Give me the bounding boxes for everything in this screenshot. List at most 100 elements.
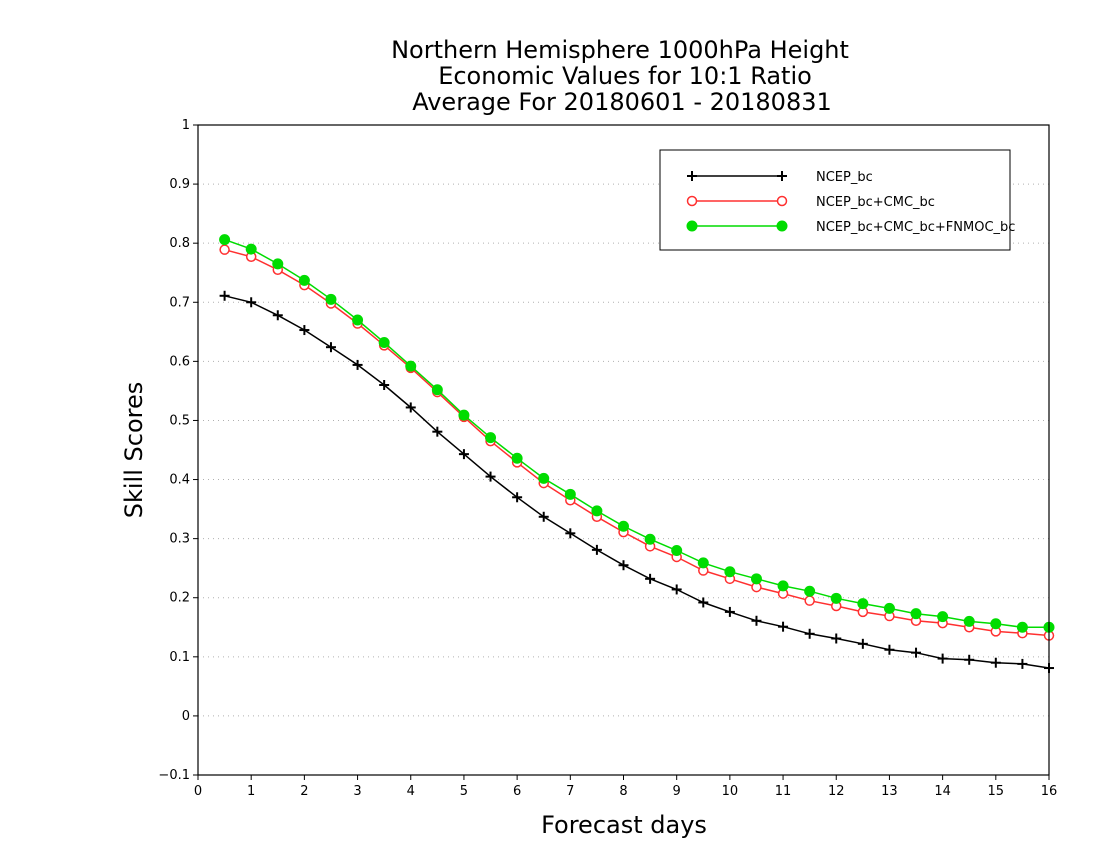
data-point: [671, 584, 682, 595]
data-point: [272, 310, 283, 321]
data-point: [857, 598, 869, 610]
data-point: [352, 314, 364, 326]
data-point: [405, 360, 417, 372]
data-point: [299, 325, 310, 336]
data-point: [219, 290, 230, 301]
y-tick-label: 0.3: [169, 532, 190, 547]
data-point: [352, 359, 363, 370]
y-tick-label: 0.6: [169, 354, 190, 369]
legend-item: NCEP_bc+CMC_bc+FNMOC_bc: [686, 220, 1015, 235]
data-point: [804, 595, 815, 606]
x-tick-label: 15: [988, 784, 1005, 799]
x-tick-label: 16: [1041, 784, 1058, 799]
data-point: [698, 597, 709, 608]
y-tick-label: −0.1: [158, 768, 190, 783]
data-point: [831, 633, 842, 644]
x-tick-label: 9: [673, 784, 681, 799]
data-point: [298, 274, 310, 286]
data-point: [778, 621, 789, 632]
series-2: [219, 244, 1055, 641]
x-tick-label: 13: [881, 784, 898, 799]
x-tick-label: 1: [247, 784, 255, 799]
data-point: [219, 244, 230, 255]
x-tick-label: 3: [353, 784, 361, 799]
y-tick-label: 0.7: [169, 295, 190, 310]
series-layer: [219, 234, 1055, 674]
data-point: [937, 653, 948, 664]
y-tick-label: 0: [182, 709, 190, 724]
x-axis-title: Forecast days: [541, 811, 707, 839]
data-point: [910, 608, 922, 620]
data-point: [777, 580, 789, 592]
plot-frame: [197, 124, 1050, 776]
y-axis-title: Skill Scores: [120, 382, 148, 519]
data-point: [564, 488, 576, 500]
y-tick-label: 0.9: [169, 177, 190, 192]
legend-swatch-marker: [777, 171, 787, 181]
legend-label: NCEP_bc+CMC_bc+FNMOC_bc: [816, 220, 1015, 235]
series-line: [224, 248, 1050, 637]
data-point: [245, 243, 257, 255]
axis-ticks: −0.100.10.20.30.40.50.60.70.80.910 1 2 3 4 5 6…: [158, 118, 1057, 799]
data-point: [644, 533, 656, 545]
chart-title-line-2: Economic Values for 10:1 Ratio: [438, 62, 812, 90]
data-point: [804, 585, 816, 597]
series-1: [219, 290, 1054, 674]
data-point: [751, 615, 762, 626]
x-tick-label: 4: [407, 784, 415, 799]
data-point: [911, 647, 922, 658]
data-point: [485, 432, 497, 444]
data-point: [1017, 658, 1028, 669]
legend-swatch-marker: [686, 195, 698, 207]
x-tick-label: 5: [460, 784, 468, 799]
data-point: [724, 566, 736, 578]
data-point: [246, 297, 257, 308]
data-point: [432, 426, 443, 437]
x-tick-label: 11: [775, 784, 792, 799]
legend-box: [659, 149, 1011, 251]
data-point: [645, 573, 656, 584]
legend-swatch-marker: [776, 195, 788, 207]
y-tick-label: 0.4: [169, 473, 190, 488]
data-point: [405, 402, 416, 413]
x-tick-label: 14: [934, 784, 951, 799]
y-tick-label: 0.2: [169, 591, 190, 606]
chart-title-line-3: Average For 20180601 - 20180831: [412, 88, 832, 116]
grid-lines: [198, 183, 1049, 717]
data-point: [325, 342, 336, 353]
y-tick-label: 1: [182, 118, 190, 133]
legend: NCEP_bc NCEP_bc+CMC_bc NCEP_bc+CMC_bc+FNMO…: [659, 149, 1015, 251]
data-point: [884, 644, 895, 655]
data-point: [511, 452, 523, 464]
x-tick-label: 0: [194, 784, 202, 799]
data-point: [565, 528, 576, 539]
data-point: [272, 258, 284, 270]
legend-label: NCEP_bc+CMC_bc: [816, 195, 935, 210]
x-tick-label: 6: [513, 784, 521, 799]
data-point: [963, 615, 975, 627]
data-point: [990, 618, 1002, 630]
data-point: [671, 544, 683, 556]
data-point: [937, 611, 949, 623]
data-point: [883, 602, 895, 614]
x-tick-label: 7: [566, 784, 574, 799]
legend-swatch-marker: [776, 220, 788, 232]
legend-swatch-marker: [687, 171, 697, 181]
legend-swatch-marker: [686, 220, 698, 232]
data-point: [378, 336, 390, 348]
chart-title-line-1: Northern Hemisphere 1000hPa Height: [391, 36, 849, 64]
y-tick-label: 0.1: [169, 650, 190, 665]
data-point: [618, 520, 629, 532]
legend-label: NCEP_bc: [816, 170, 873, 185]
data-point: [697, 557, 709, 569]
data-point: [990, 657, 1001, 668]
x-tick-label: 12: [828, 784, 845, 799]
data-point: [857, 638, 868, 649]
data-point: [538, 472, 550, 484]
series-line: [224, 295, 1050, 669]
data-point: [458, 409, 470, 421]
data-point: [591, 544, 602, 555]
y-tick-label: 0.5: [169, 413, 190, 428]
x-tick-label: 2: [300, 784, 308, 799]
